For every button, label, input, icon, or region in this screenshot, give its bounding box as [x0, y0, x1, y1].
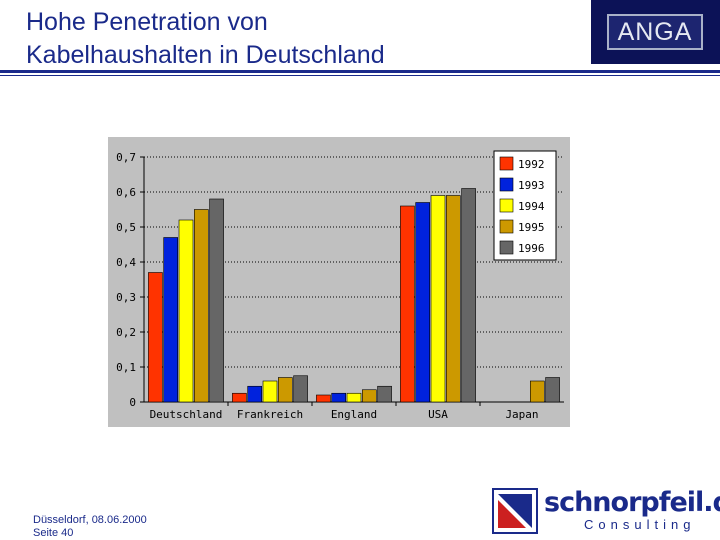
bar-england-1995 [362, 389, 377, 403]
legend-label-1996: 1996 [518, 242, 545, 255]
slide-title-line-1: Hohe Penetration von [26, 8, 268, 36]
bar-frankreich-1993 [247, 385, 262, 403]
header-rule-thin [0, 75, 720, 76]
bar-england-1993 [331, 392, 346, 403]
y-tick-label: 0,3 [116, 291, 136, 304]
chart-svg: 0 0,1 0,2 0,3 0,4 0,5 0,6 0,7 Deutschland Frankre… [108, 137, 570, 427]
footer: Düsseldorf, 08.06.2000 Seite 40 [33, 514, 147, 540]
bar-japan-1996 [545, 377, 560, 403]
bar-deutschland-1992 [148, 272, 163, 403]
legend-label-1992: 1992 [518, 158, 545, 171]
y-tick-label: 0 [129, 396, 136, 409]
y-tick-label: 0,4 [116, 256, 136, 269]
legend-swatch-1995 [499, 219, 514, 234]
y-tick-label: 0,2 [116, 326, 136, 339]
anga-logo-text: ANGA [607, 14, 703, 50]
y-tick-label: 0,6 [116, 186, 136, 199]
penetration-chart: 0 0,1 0,2 0,3 0,4 0,5 0,6 0,7 Deutschland Frankre… [108, 137, 570, 427]
bar-england-1992 [316, 394, 331, 403]
legend-swatch-1993 [499, 177, 514, 192]
brand-subtitle: Consulting [584, 517, 696, 532]
bar-deutschland-1993 [163, 237, 179, 403]
bar-deutschland-1995 [194, 209, 209, 403]
x-tick-label: USA [428, 408, 448, 421]
y-tick-label: 0,5 [116, 221, 136, 234]
bar-england-1996 [377, 385, 392, 403]
legend-swatch-1996 [499, 240, 514, 255]
legend-swatch-1992 [499, 156, 514, 171]
footer-page-number: Seite 40 [33, 527, 74, 539]
legend-label-1993: 1993 [518, 179, 545, 192]
brand-name: schnorpfeil.de [544, 487, 720, 518]
bar-frankreich-1996 [293, 375, 308, 403]
anga-logo: ANGA [591, 0, 720, 64]
schnorpfeil-mark-icon [492, 488, 538, 534]
slide-title: Hohe Penetration von Kabelhaushalten in … [26, 6, 385, 72]
bar-england-1994 [346, 392, 362, 403]
bar-japan-1995 [529, 380, 545, 403]
y-tick-label: 0,7 [116, 151, 136, 164]
y-tick-label: 0,1 [116, 361, 136, 374]
bar-deutschland-1996 [209, 198, 224, 403]
x-tick-label: England [331, 408, 377, 421]
bar-frankreich-1995 [278, 377, 293, 403]
x-tick-label: Frankreich [237, 408, 303, 421]
bar-usa-1996 [461, 188, 476, 403]
legend-label-1994: 1994 [518, 200, 545, 213]
schnorpfeil-logo: schnorpfeil.de Consulting [492, 488, 720, 534]
footer-location-date: Düsseldorf, 08.06.2000 [33, 514, 147, 526]
header-rule [0, 70, 720, 73]
bar-usa-1993 [415, 202, 431, 403]
legend-swatch-1994 [499, 198, 514, 213]
bar-usa-1992 [400, 205, 415, 403]
legend-label-1995: 1995 [518, 221, 545, 234]
bar-frankreich-1994 [262, 380, 278, 403]
bar-usa-1995 [445, 195, 461, 403]
bar-usa-1994 [430, 195, 446, 403]
bar-deutschland-1994 [178, 219, 194, 403]
slide-title-line-2: Kabelhaushalten in Deutschland [26, 41, 385, 69]
bar-frankreich-1992 [232, 392, 247, 403]
x-tick-label: Deutschland [150, 408, 223, 421]
x-tick-label: Japan [505, 408, 538, 421]
